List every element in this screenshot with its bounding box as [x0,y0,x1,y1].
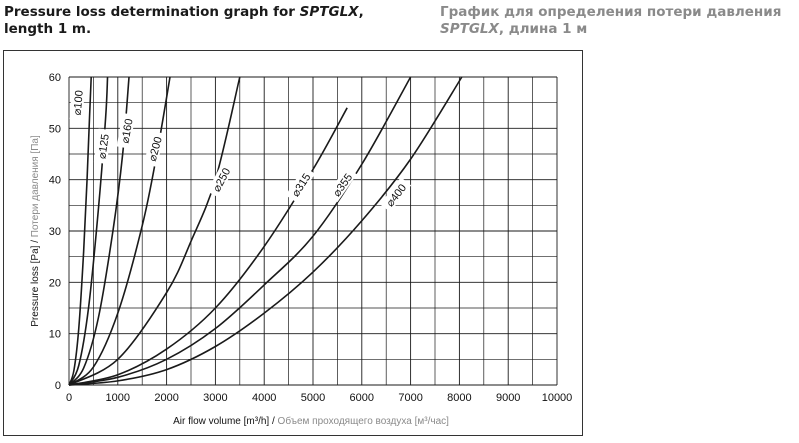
x-tick-label: 4000 [252,392,276,404]
x-axis-label-ru: Объем проходящего воздуха [м³/час] [278,415,450,427]
x-tick-label: 3000 [203,392,227,404]
title-ru-model: SPTGLX [440,21,499,37]
curve-line [68,76,93,386]
y-tick-label: 30 [49,226,61,238]
curve-label-bg [69,85,86,121]
curve-label-bg [285,166,316,203]
y-axis-label-en: Pressure loss [Pa] [30,245,41,326]
curve-label: ⌀250 [211,166,233,194]
curve-line [68,76,463,386]
y-tick-label: 50 [49,123,61,135]
curve-label-bg [207,161,235,198]
y-axis-label-sep: / [30,237,41,245]
x-tick-label: 2000 [154,392,178,404]
title-en-line2: length 1 m. [4,21,92,37]
x-tick-label: 0 [66,392,72,404]
x-tick-label: 6000 [350,392,374,404]
title-ru-suffix: , длина 1 м [498,21,588,37]
x-tick-label: 8000 [447,392,471,404]
x-axis-label-sep: / [269,416,277,427]
chart-frame [3,50,583,436]
curve-label: ⌀125 [96,133,111,159]
curve-label: ⌀200 [147,136,165,163]
y-tick-label: 60 [49,72,61,84]
x-tick-label: 10000 [542,392,573,404]
title-en-suffix: , [358,4,364,20]
y-tick-label: 20 [49,277,61,289]
chart-title-en: Pressure loss determination graph for SP… [4,4,424,38]
curve-line [68,76,109,386]
y-axis-label: Pressure loss [Pa] / Потери давления [Па… [30,135,41,327]
y-tick-label: 0 [55,380,61,392]
curve-line [68,76,412,386]
title-en-model: SPTGLX [299,4,359,20]
chart-title-ru: График для определения потери давления S… [440,4,799,38]
x-tick-label: 9000 [496,392,520,404]
x-axis-label: Air flow volume [m³/h] / Объем проходяще… [173,415,449,427]
axis-ticks: 0 1000 2000 3000 4000 5000 6000 7000 8000 9000 100… [49,72,573,404]
x-tick-label: 7000 [398,392,422,404]
curve-label-bg [143,130,166,167]
curve-line [68,107,348,386]
x-tick-label: 1000 [106,392,130,404]
curve-labels: ⌀100⌀125⌀160⌀200⌀250 ⌀315 ⌀355 ⌀400 [69,85,412,213]
x-axis-label-en: Air flow volume [m³/h] [173,416,269,427]
curve-label: ⌀100 [72,90,86,116]
y-tick-label: 40 [49,175,61,187]
curve-label-bg [116,112,136,149]
x-tick-label: 5000 [301,392,325,404]
curve-label-bg [326,166,357,203]
title-en-prefix: Pressure loss determination graph for [4,4,300,20]
chart-grid [68,76,558,386]
curve-label-bg [379,177,412,213]
title-ru-line1: График для определения потери давления [440,4,782,20]
y-tick-label: 10 [49,329,61,341]
curve-label: ⌀160 [119,118,135,145]
curve-line [68,76,241,386]
curve-label-bg [93,128,112,164]
y-axis-label-ru: Потери давления [Па] [30,135,41,237]
